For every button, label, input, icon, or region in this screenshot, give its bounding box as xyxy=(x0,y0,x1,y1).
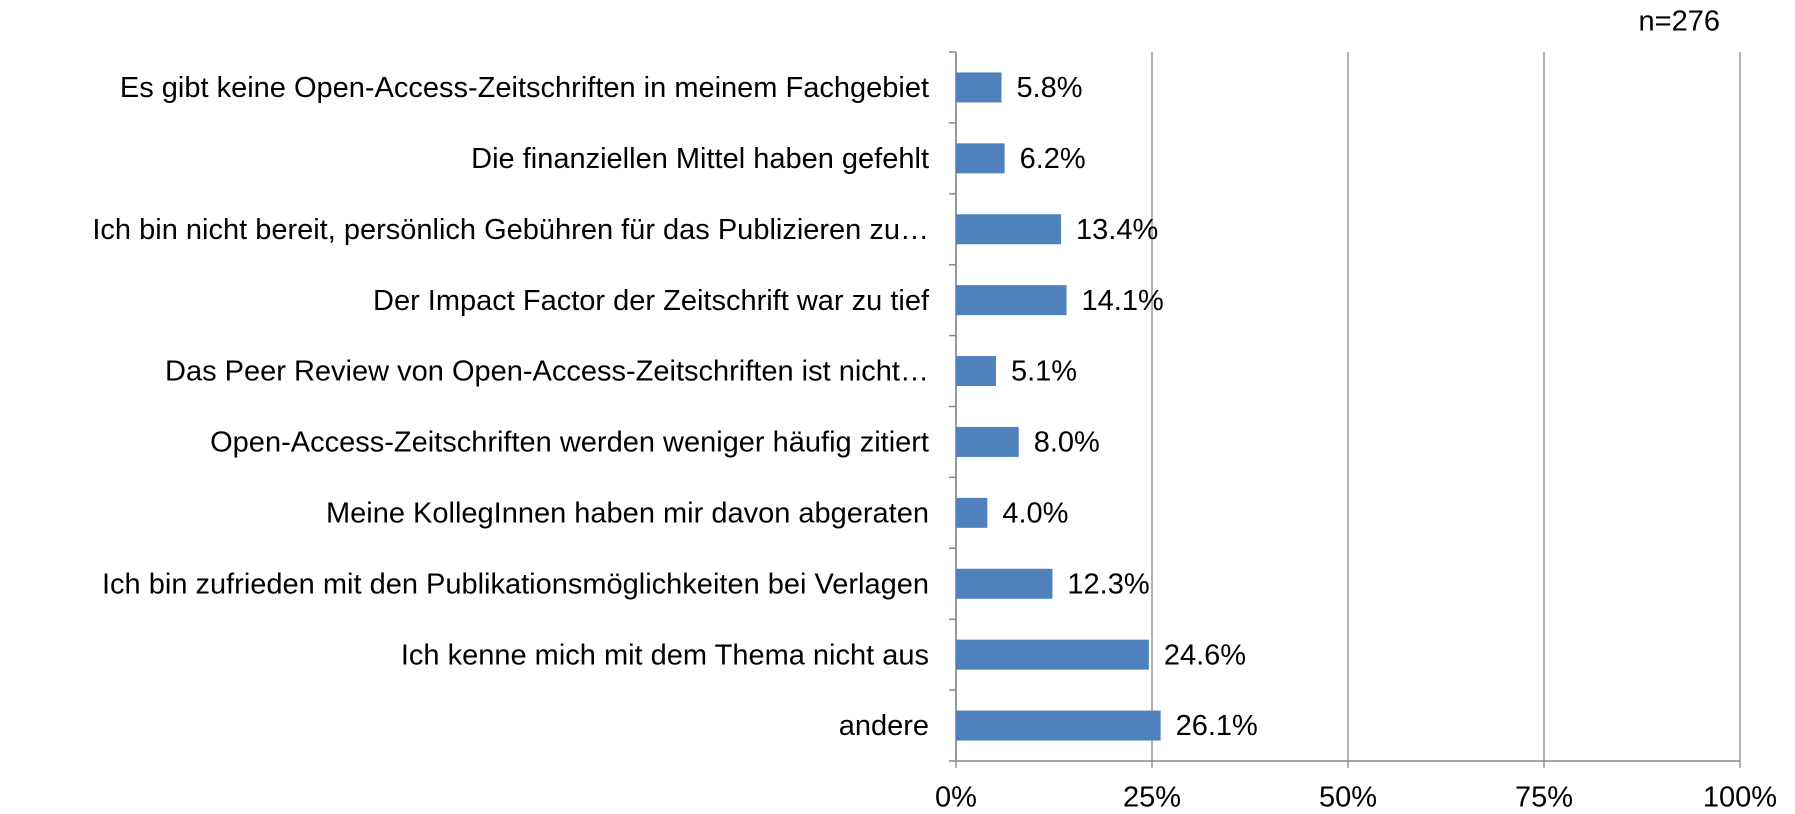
y-tick-label: Ich bin zufrieden mit den Publikationsmö… xyxy=(102,568,929,600)
y-tick-label: Die finanziellen Mittel haben gefehlt xyxy=(471,143,929,175)
x-tick-label: 75% xyxy=(1515,782,1573,814)
value-label: 8.0% xyxy=(1034,427,1100,459)
x-tick-label: 50% xyxy=(1319,782,1377,814)
y-tick-label: Der Impact Factor der Zeitschrift war zu… xyxy=(373,285,930,317)
bar xyxy=(956,710,1161,741)
value-label: 6.2% xyxy=(1020,143,1086,175)
x-tick-label: 0% xyxy=(935,782,977,814)
annotation: n=276 xyxy=(1639,6,1720,38)
bar xyxy=(956,568,1053,599)
bar xyxy=(956,639,1149,670)
value-label: 5.8% xyxy=(1016,72,1082,104)
y-tick-label: andere xyxy=(839,710,929,742)
bar xyxy=(956,356,996,387)
value-label: 24.6% xyxy=(1164,639,1246,671)
y-tick-label: Das Peer Review von Open-Access-Zeitschr… xyxy=(165,356,929,388)
y-tick-label: Open-Access-Zeitschriften werden weniger… xyxy=(210,427,929,459)
y-tick-label: Ich bin nicht bereit, persönlich Gebühre… xyxy=(92,214,929,246)
bar xyxy=(956,497,988,528)
bar xyxy=(956,426,1019,457)
bar xyxy=(956,285,1067,316)
bar xyxy=(956,143,1005,174)
y-tick-label: Meine KollegInnen haben mir davon abgera… xyxy=(326,498,929,530)
y-tick-label: Ich kenne mich mit dem Thema nicht aus xyxy=(401,639,929,671)
bar xyxy=(956,72,1002,103)
y-tick-label: Es gibt keine Open-Access-Zeitschriften … xyxy=(120,72,929,104)
value-label: 5.1% xyxy=(1011,356,1077,388)
value-label: 14.1% xyxy=(1082,285,1164,317)
value-label: 4.0% xyxy=(1002,498,1068,530)
value-label: 26.1% xyxy=(1176,710,1258,742)
x-tick-label: 100% xyxy=(1703,782,1777,814)
bar xyxy=(956,214,1062,245)
x-tick-label: 25% xyxy=(1123,782,1181,814)
value-label: 12.3% xyxy=(1067,568,1149,600)
value-label: 13.4% xyxy=(1076,214,1158,246)
